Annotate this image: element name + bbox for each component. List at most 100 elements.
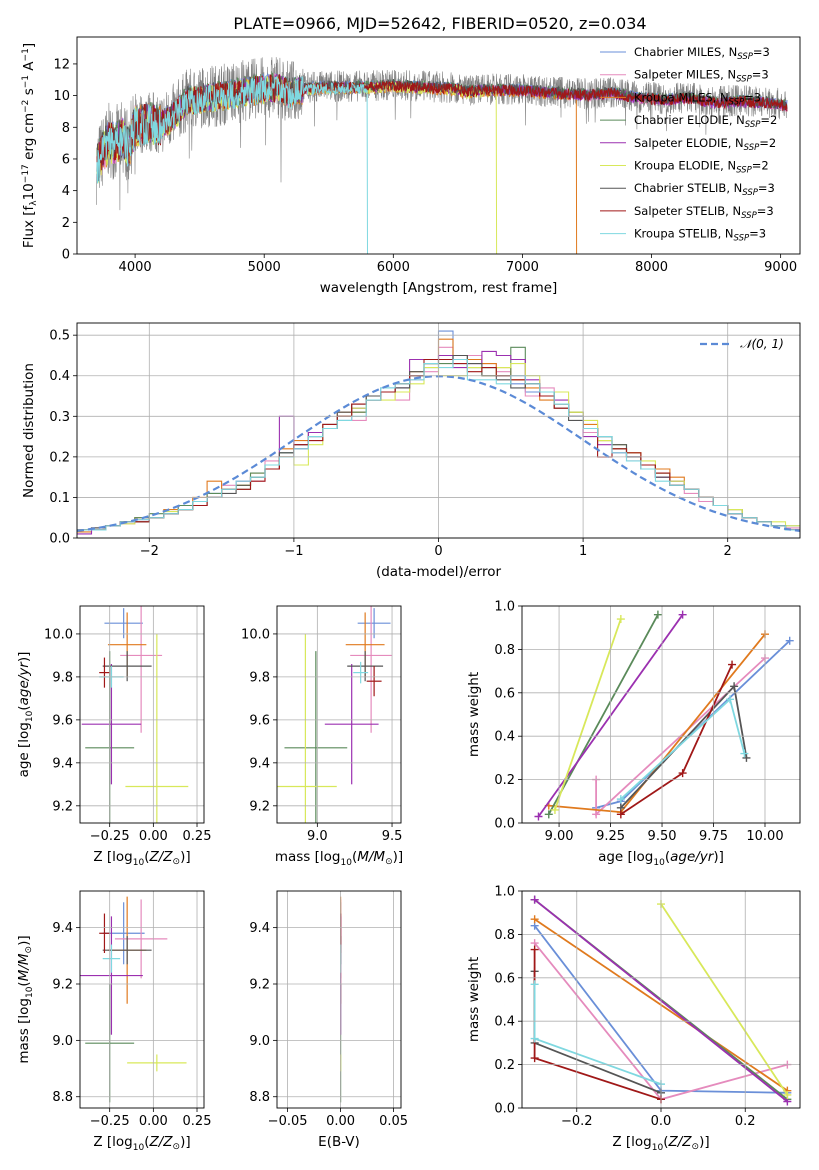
y-tick-label: 9.4 xyxy=(52,921,73,936)
x-tick-label: 0.0 xyxy=(651,1114,672,1129)
x-tick-label: 0.25 xyxy=(183,829,212,844)
y-tick-label: 9.4 xyxy=(52,756,73,771)
chart-age-vs-Z: −0.25 0.00 0.25 9.2 9.4 9.6 9.8 10.0 Z [log10(Z/… xyxy=(16,605,212,868)
y-axis-label: mass [log10(M/M⊙)] xyxy=(16,935,35,1063)
x-tick-label: 0.00 xyxy=(139,829,168,844)
plot-area xyxy=(81,606,189,823)
chart-weight-vs-Z: −0.2 0.0 0.2 0.0 0.2 0.4 0.6 0.8 1.0 Z [log10(Z/Z… xyxy=(466,885,801,1153)
x-tick-label: −0.25 xyxy=(90,829,130,844)
y-tick-label: 0.0 xyxy=(49,532,70,547)
weight-marker-1 xyxy=(592,810,601,819)
axes-frame xyxy=(276,605,402,824)
y-tick-label: 4 xyxy=(62,184,70,199)
x-tick-label: 1 xyxy=(579,544,587,559)
y-tick-label: 9.2 xyxy=(52,978,73,993)
chart-residuals: −2 −1 0 1 2 0.0 0.1 0.2 0.3 0.4 0.5 (data-model)/er… xyxy=(21,322,801,580)
chart-mass-vs-EBV: −0.05 0.00 0.05 8.8 9.0 9.2 9.4 E(B-V) xyxy=(249,890,408,1150)
y-tick-label: 9.0 xyxy=(249,1034,270,1049)
x-tick-label: 8000 xyxy=(635,260,668,275)
weight-line-8 xyxy=(533,984,662,1085)
weight-marker-7 xyxy=(530,1054,539,1063)
weight-marker-5 xyxy=(550,805,559,814)
y-axis-label: Flux [fλ10−17 erg cm−2 s−1 A−1] xyxy=(21,43,39,248)
x-axis-label: (data-model)/error xyxy=(376,564,502,580)
weight-marker-0 xyxy=(785,636,794,645)
y-tick-label: 0.2 xyxy=(49,450,70,465)
x-axis-label: wavelength [Angstrom, rest frame] xyxy=(320,280,558,296)
plot-area xyxy=(96,57,788,254)
y-tick-label: 0.8 xyxy=(494,643,515,658)
legend: Chabrier MILES, NSSP=3 Salpeter MILES, NS… xyxy=(600,45,777,244)
y-tick-label: 10 xyxy=(53,89,70,104)
x-axis-label: age [log10(age/yr)] xyxy=(598,849,724,868)
legend-entry: Kroupa ELODIE, NSSP=2 xyxy=(634,159,769,176)
axes-frame xyxy=(521,890,801,1109)
chart-mass-vs-Z: −0.25 0.00 0.25 8.8 9.0 9.2 9.4 Z [log10(Z/Z⊙)]… xyxy=(16,890,212,1153)
x-axis-label: Z [log10(Z/Z⊙)] xyxy=(93,1134,190,1153)
x-tick-label: 0.00 xyxy=(139,1114,168,1129)
y-tick-label: 1.0 xyxy=(494,600,515,615)
x-tick-label: 6000 xyxy=(377,260,410,275)
y-tick-label: 0.2 xyxy=(494,1058,515,1073)
y-tick-label: 9.8 xyxy=(52,670,73,685)
x-tick-label: −0.2 xyxy=(561,1114,593,1129)
weight-line-5 xyxy=(660,903,789,1096)
legend-entry: Chabrier MILES, NSSP=3 xyxy=(634,45,770,62)
x-tick-label: −2 xyxy=(140,544,159,559)
weight-marker-8 xyxy=(530,1034,539,1043)
x-axis-label: mass [log10(M/M⊙)] xyxy=(275,849,403,868)
x-tick-label: 7000 xyxy=(506,260,539,275)
y-tick-label: 0.2 xyxy=(494,773,515,788)
weight-marker-8 xyxy=(616,795,625,804)
y-tick-label: 8 xyxy=(62,121,70,136)
x-tick-label: 0 xyxy=(434,544,442,559)
legend-entry: Kroupa STELIB, NSSP=3 xyxy=(634,227,766,244)
y-tick-label: 9.8 xyxy=(249,670,270,685)
weight-marker-7 xyxy=(678,769,687,778)
y-tick-label: 0.0 xyxy=(494,1102,515,1117)
x-tick-label: 9.50 xyxy=(648,829,677,844)
weight-line-5 xyxy=(554,618,622,811)
weight-marker-5 xyxy=(616,615,625,624)
legend-entry: Chabrier STELIB, NSSP=3 xyxy=(634,181,775,198)
y-tick-label: 9.0 xyxy=(52,1034,73,1049)
histogram-2 xyxy=(77,338,800,533)
y-tick-label: 0.4 xyxy=(494,730,515,745)
x-tick-label: 9.25 xyxy=(596,829,625,844)
x-tick-label: 0.25 xyxy=(183,1114,212,1129)
y-tick-label: 0.6 xyxy=(494,686,515,701)
x-tick-label: −1 xyxy=(284,544,303,559)
axes-frame xyxy=(79,605,205,824)
y-tick-label: 1.0 xyxy=(494,885,515,900)
plot-area xyxy=(534,610,794,821)
y-tick-label: 0.4 xyxy=(494,1015,515,1030)
x-tick-label: −0.25 xyxy=(90,1114,130,1129)
x-tick-label: 4000 xyxy=(119,260,152,275)
weight-marker-4 xyxy=(530,895,539,904)
weight-marker-6 xyxy=(742,753,751,762)
weight-marker-8 xyxy=(530,980,539,989)
y-tick-label: 6 xyxy=(62,152,70,167)
y-axis-label: age [log10(age/yr)] xyxy=(16,652,35,778)
weight-marker-4 xyxy=(678,610,687,619)
x-tick-label: 9.75 xyxy=(699,829,728,844)
weight-marker-4 xyxy=(534,812,543,821)
x-axis-label: Z [log10(Z/Z⊙)] xyxy=(93,849,190,868)
y-tick-label: 0.4 xyxy=(49,369,70,384)
axes-frame xyxy=(79,890,205,1109)
y-axis-label: mass weight xyxy=(466,957,482,1042)
x-tick-label: 0.2 xyxy=(735,1114,756,1129)
legend-entry: Kroupa MILES, NSSP=3 xyxy=(634,90,761,107)
legend-entry: 𝒩(0, 1) xyxy=(740,337,784,351)
model-spectrum-7 xyxy=(96,74,788,172)
x-tick-label: −0.05 xyxy=(268,1114,308,1129)
legend: 𝒩(0, 1) xyxy=(700,337,784,351)
y-tick-label: 8.8 xyxy=(249,1090,270,1105)
axes-frame xyxy=(521,605,801,824)
axes-frame xyxy=(76,322,801,539)
weight-marker-3 xyxy=(653,610,662,619)
y-tick-label: 0.1 xyxy=(49,491,70,506)
y-tick-label: 9.2 xyxy=(249,978,270,993)
weight-marker-5 xyxy=(783,1090,792,1099)
